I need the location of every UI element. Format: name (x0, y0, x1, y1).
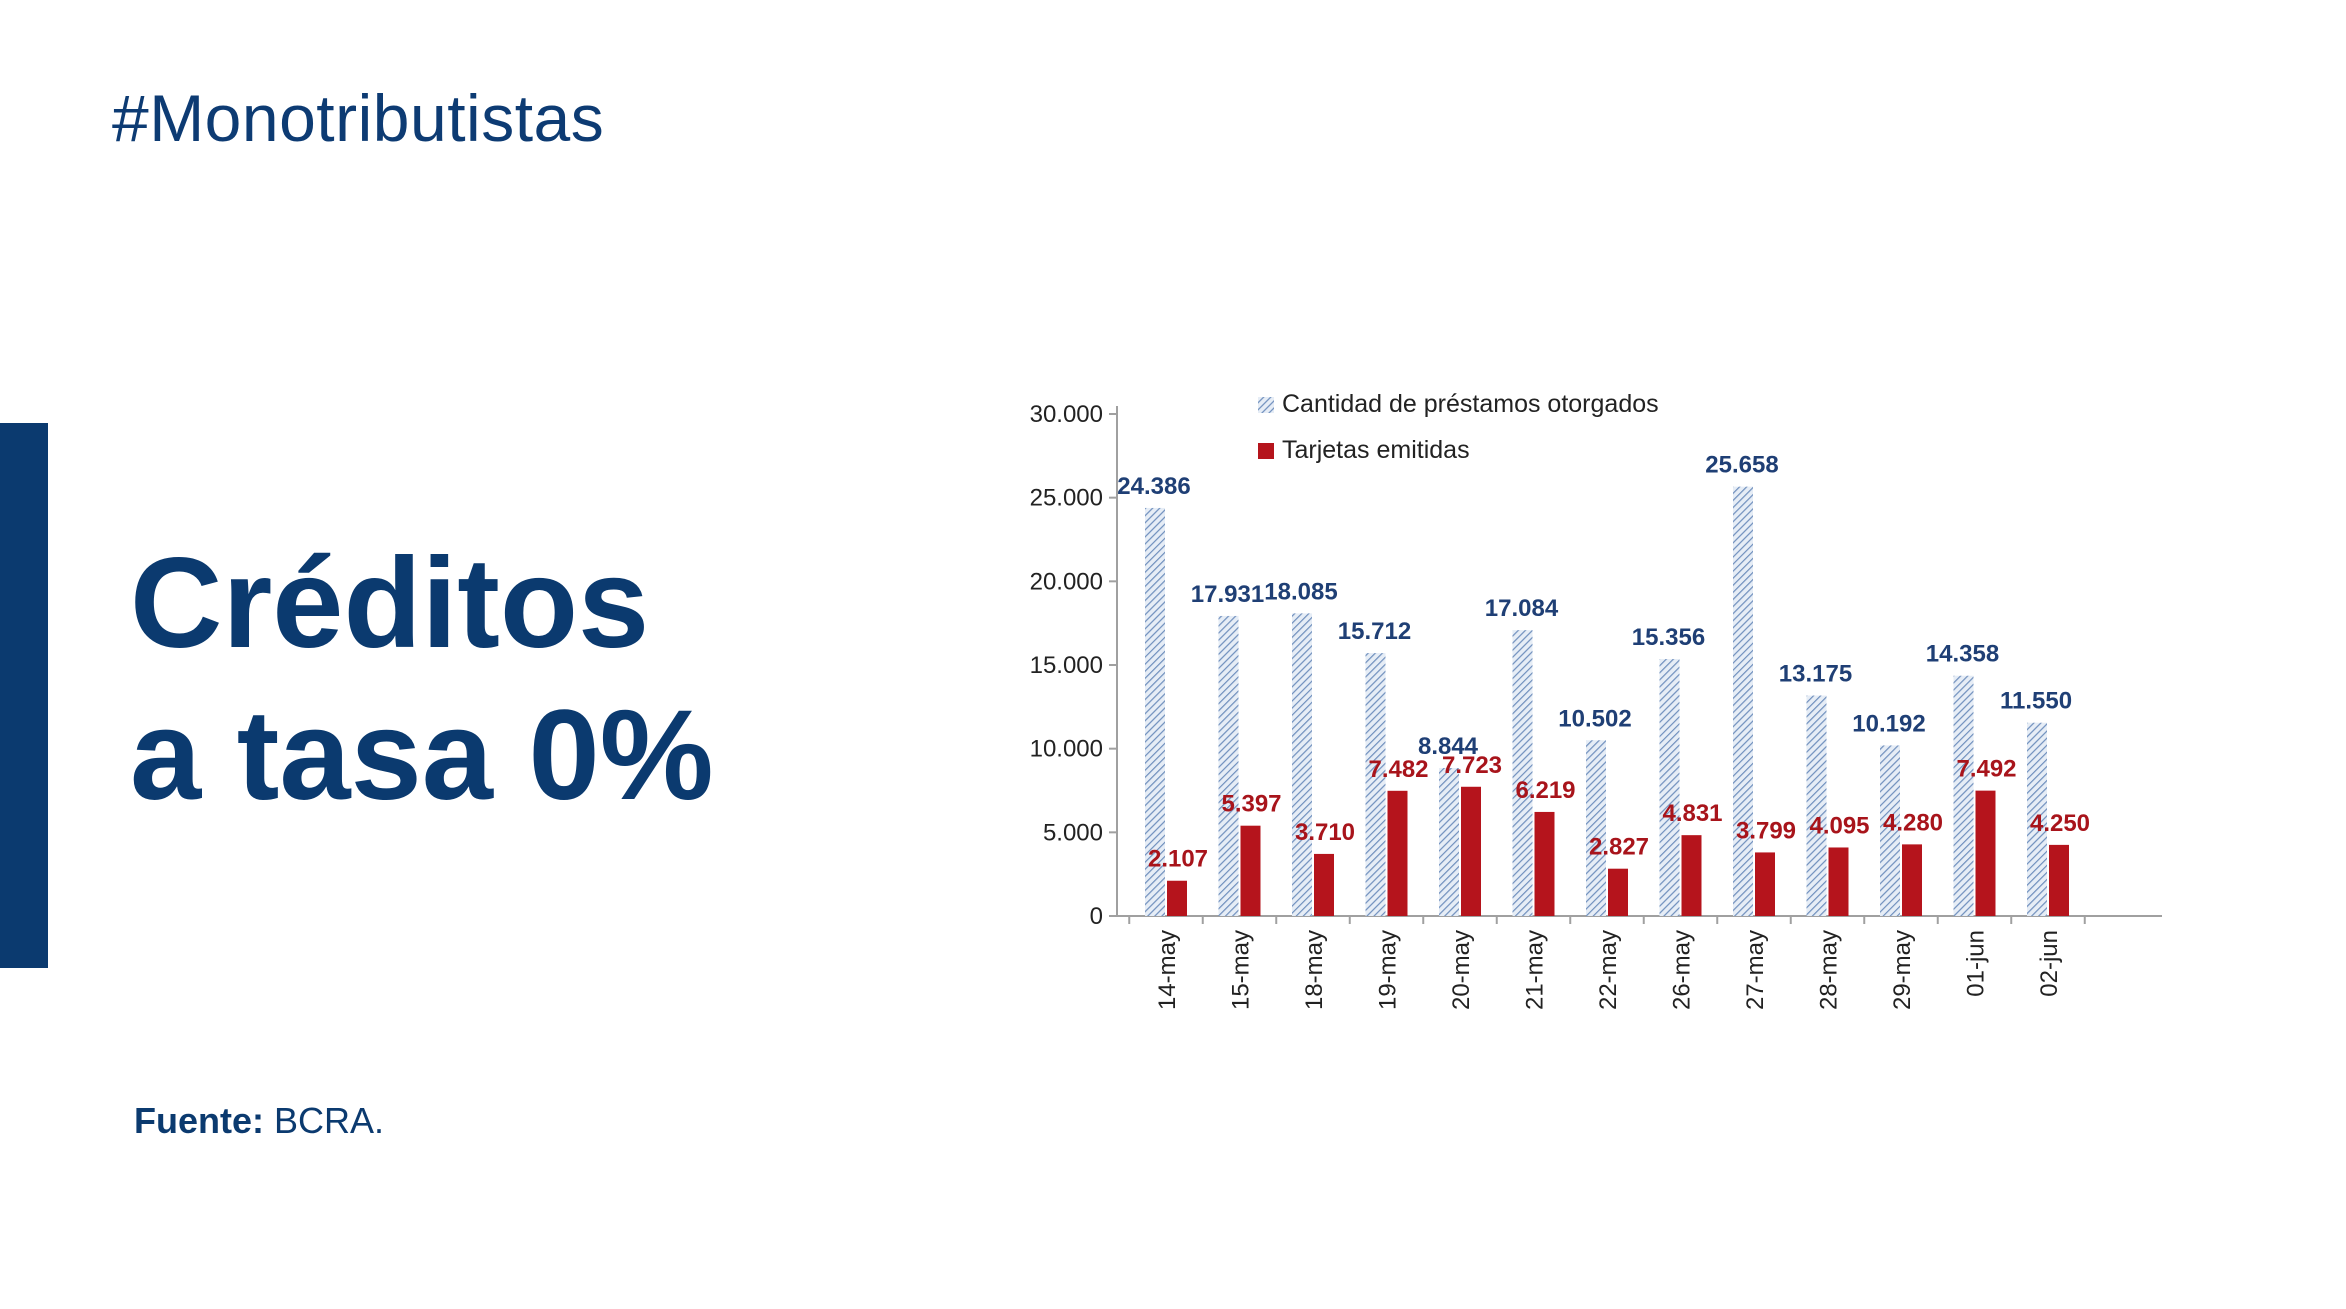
y-tick-label: 10.000 (1030, 736, 1103, 763)
bar-prestamos (1953, 675, 1974, 916)
data-label-prestamos: 11.550 (2000, 688, 2072, 715)
data-label-prestamos: 13.175 (1779, 661, 1852, 688)
y-tick-label: 20.000 (1030, 568, 1103, 595)
data-label-prestamos: 10.192 (1852, 710, 1925, 737)
bar-prestamos (1439, 768, 1459, 916)
x-tick-label: 01-jun (1963, 930, 1990, 997)
bar-chart: Cantidad de préstamos otorgados Tarjetas … (1030, 390, 2162, 1010)
bar-tarjetas (1461, 786, 1481, 916)
x-tick-label: 22-may (1595, 930, 1622, 1010)
data-label-prestamos: 15.712 (1338, 618, 1411, 645)
x-tick-label: 14-may (1154, 930, 1181, 1010)
source-label: Fuente: (134, 1100, 264, 1141)
bar-prestamos (1659, 659, 1680, 916)
chart-data-labels: 24.386 2.107 17.931 5.397 18.085 3.710 15.712 7… (1117, 452, 2090, 873)
x-tick-label: 29-may (1889, 930, 1916, 1010)
chart-legend: Cantidad de préstamos otorgados Tarjetas … (1258, 390, 1659, 464)
data-label-prestamos: 24.386 (1117, 473, 1190, 500)
source-value: BCRA. (274, 1100, 385, 1141)
legend-swatch-prestamos (1258, 397, 1274, 413)
data-label-prestamos: 15.356 (1632, 624, 1705, 651)
bar-prestamos (1145, 507, 1165, 916)
headline: Créditos a tasa 0% (130, 528, 714, 832)
data-label-tarjetas: 2.107 (1148, 846, 1208, 873)
y-tick-label: 15.000 (1030, 652, 1103, 679)
data-label-tarjetas: 7.723 (1442, 752, 1502, 779)
bar-prestamos (1586, 740, 1606, 916)
x-tick-label: 18-may (1301, 930, 1328, 1010)
data-label-prestamos: 18.085 (1264, 578, 1337, 605)
y-tick-label: 0 (1090, 903, 1103, 930)
bar-tarjetas (2049, 844, 2069, 916)
y-tick-label: 25.000 (1030, 485, 1103, 512)
x-tick-label: 28-may (1816, 930, 1843, 1010)
data-label-prestamos: 17.084 (1485, 595, 1559, 622)
x-tick-label: 21-may (1522, 930, 1549, 1010)
bar-prestamos (2027, 722, 2047, 916)
source-note: Fuente: BCRA. (134, 1100, 384, 1142)
bar-prestamos (1880, 745, 1900, 916)
bar-prestamos (1806, 695, 1827, 916)
data-label-tarjetas: 4.831 (1662, 800, 1722, 827)
accent-bar (0, 423, 48, 968)
x-tick-label: 20-may (1448, 930, 1475, 1010)
bar-prestamos (1365, 653, 1386, 916)
headline-line-2: a tasa 0% (130, 684, 714, 827)
legend-label-prestamos: Cantidad de préstamos otorgados (1282, 390, 1659, 418)
data-label-prestamos: 25.658 (1705, 452, 1778, 479)
data-label-prestamos: 8.844 (1418, 733, 1479, 760)
data-label-tarjetas: 3.799 (1736, 817, 1796, 844)
bar-tarjetas (1681, 835, 1702, 916)
x-tick-label: 27-may (1742, 930, 1769, 1010)
bar-tarjetas (1608, 868, 1628, 916)
x-tick-label: 26-may (1669, 930, 1696, 1010)
bar-tarjetas (1167, 880, 1187, 916)
bar-tarjetas (1240, 825, 1261, 916)
bar-prestamos (1292, 613, 1312, 916)
bar-prestamos (1512, 630, 1533, 916)
data-label-tarjetas: 4.280 (1883, 809, 1943, 836)
bar-tarjetas (1902, 844, 1922, 916)
headline-line-1: Créditos (130, 532, 650, 675)
data-label-tarjetas: 4.095 (1809, 812, 1869, 839)
x-tick-label: 02-jun (2036, 930, 2063, 997)
bar-tarjetas (1828, 847, 1849, 916)
y-tick-label: 30.000 (1030, 401, 1103, 428)
chart-bars (1145, 486, 2069, 916)
x-tick-label: 15-may (1228, 930, 1255, 1010)
x-tick-label: 19-may (1375, 930, 1402, 1010)
legend-label-tarjetas: Tarjetas emitidas (1282, 436, 1470, 464)
hashtag-title: #Monotributistas (112, 81, 605, 155)
data-label-prestamos: 17.931 (1191, 581, 1264, 608)
data-label-tarjetas: 7.482 (1368, 756, 1428, 783)
bar-tarjetas (1314, 853, 1334, 916)
data-label-prestamos: 14.358 (1926, 641, 1999, 668)
data-label-tarjetas: 2.827 (1589, 834, 1649, 861)
data-label-tarjetas: 7.492 (1956, 756, 2016, 783)
data-label-tarjetas: 4.250 (2030, 810, 2090, 837)
data-label-tarjetas: 3.710 (1295, 819, 1355, 846)
legend-swatch-tarjetas (1258, 443, 1274, 459)
bar-tarjetas (1387, 790, 1408, 916)
bar-prestamos (1218, 615, 1239, 916)
bar-tarjetas (1755, 852, 1775, 916)
bar-prestamos (1733, 486, 1753, 916)
chart-axes: 0 5.000 10.000 15.000 20.000 25.000 30.000 14-m… (1030, 401, 2162, 1010)
data-label-prestamos: 10.502 (1558, 705, 1631, 732)
data-label-tarjetas: 5.397 (1221, 791, 1281, 818)
bar-tarjetas (1975, 790, 1996, 916)
y-tick-label: 5.000 (1043, 819, 1103, 846)
bar-tarjetas (1534, 811, 1555, 916)
data-label-tarjetas: 6.219 (1515, 777, 1575, 804)
